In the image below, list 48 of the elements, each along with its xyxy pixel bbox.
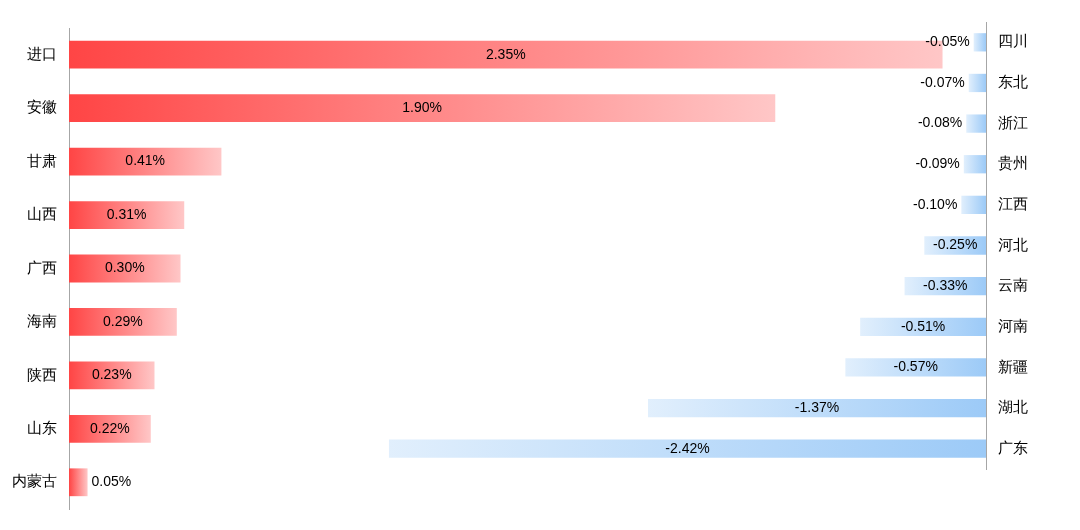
data-label: 0.30%: [104, 259, 145, 276]
y-tick-label: 山西: [27, 205, 57, 223]
bar: [69, 147, 222, 176]
y-tick-label: 江西: [998, 195, 1028, 212]
y-tick-label: 河南: [998, 316, 1028, 334]
bar: [69, 308, 177, 336]
bar: [69, 94, 776, 123]
data-label: -1.37%: [794, 398, 840, 415]
data-label: -0.57%: [893, 358, 938, 375]
bar: [69, 201, 185, 229]
bar: [69, 254, 181, 283]
data-label: -0.51%: [900, 317, 946, 334]
data-label: -0.07%: [920, 73, 965, 90]
y-tick-label: 进口: [27, 44, 57, 62]
y-tick-label: 海南: [27, 312, 57, 330]
data-label: 0.41%: [125, 152, 166, 169]
data-label: -0.08%: [917, 114, 963, 131]
data-label: 0.05%: [91, 473, 132, 490]
data-label: 1.90%: [402, 99, 442, 116]
y-tick-label: 安徽: [27, 98, 57, 116]
data-label: -0.09%: [915, 155, 960, 172]
y-tick-label: 山东: [27, 418, 57, 436]
y-tick-label: 湖北: [998, 398, 1028, 416]
y-tick-label: 东北: [998, 73, 1028, 91]
y-tick-label: 广西: [27, 258, 57, 276]
y-tick-label: 广东: [998, 438, 1028, 456]
y-tick-label: 甘肃: [27, 151, 57, 169]
bar: [69, 414, 151, 443]
data-label: 0.31%: [106, 205, 147, 222]
y-tick-label: 陕西: [27, 365, 57, 383]
y-tick-label: 云南: [998, 276, 1028, 294]
data-label: 0.22%: [90, 419, 130, 436]
bar: [69, 468, 88, 497]
y-tick-label: 贵州: [998, 154, 1028, 172]
data-label: -2.42%: [665, 439, 710, 456]
y-tick-label: 新疆: [998, 357, 1028, 375]
data-label: 0.23%: [91, 366, 132, 383]
y-tick-label: 浙江: [998, 113, 1028, 131]
data-label: 0.29%: [103, 312, 143, 329]
y-tick-label: 河北: [998, 235, 1028, 253]
y-tick-label: 四川: [998, 32, 1028, 50]
data-label: -0.25%: [932, 236, 978, 253]
data-label: -0.05%: [925, 33, 970, 50]
data-label: -0.33%: [923, 277, 968, 293]
y-tick-label: 内蒙古: [12, 472, 57, 490]
data-label: 2.35%: [485, 45, 526, 62]
bar: [69, 361, 155, 390]
data-label: -0.10%: [912, 195, 958, 212]
